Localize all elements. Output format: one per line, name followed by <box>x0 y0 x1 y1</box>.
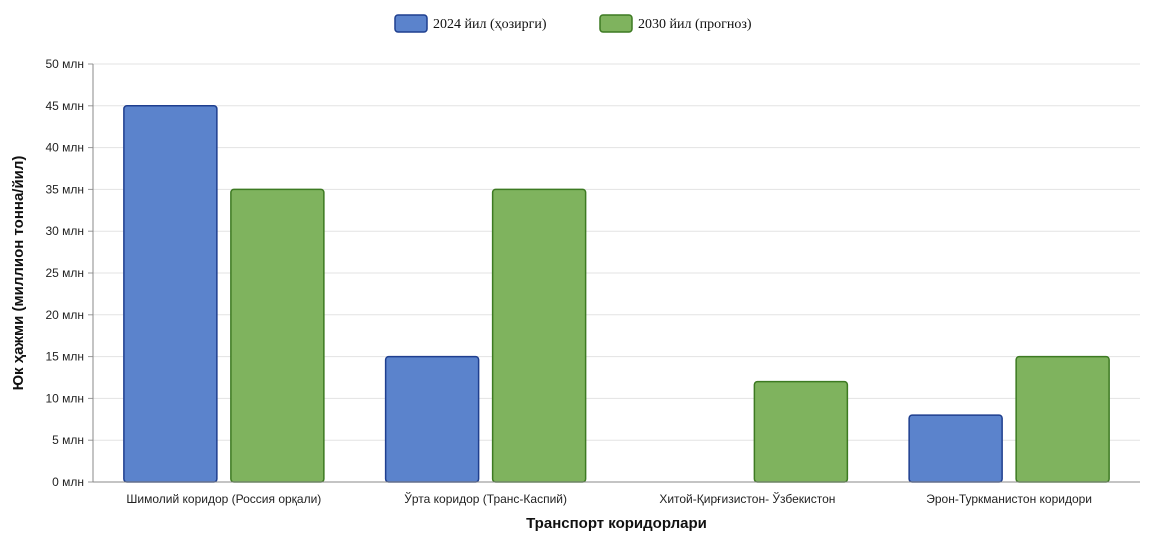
y-axis-title: Юк ҳажми (миллион тонна/йил) <box>10 156 27 391</box>
y-tick-label: 15 млн <box>45 350 84 364</box>
bar <box>123 105 218 483</box>
y-tick-label: 45 млн <box>45 99 84 113</box>
y-axis-ticks: 0 млн 5 млн 10 млн 15 млн 20 млн 25 млн 30 млн… <box>45 57 93 489</box>
y-tick-label: 10 млн <box>45 391 84 405</box>
bars <box>123 105 1110 483</box>
legend-label: 2030 йил (прогноз) <box>638 17 752 32</box>
x-category-label: Шимолий коридор (Россия орқали) <box>126 492 321 506</box>
bar <box>908 414 1003 483</box>
y-tick-label: 30 млн <box>45 224 84 238</box>
bar <box>491 188 587 483</box>
legend: 2024 йил (ҳозирги) 2030 йил (прогноз) <box>394 14 752 33</box>
y-tick-label: 40 млн <box>45 141 84 155</box>
y-tick-label: 0 млн <box>52 475 84 489</box>
x-category-label: Ўрта коридор (Транс-Каспий) <box>404 491 567 506</box>
y-tick-label: 50 млн <box>45 57 84 71</box>
legend-swatch <box>394 14 428 33</box>
legend-swatch <box>599 14 633 33</box>
bar <box>1015 355 1110 483</box>
bar <box>753 380 849 483</box>
x-axis-categories: Шимолий коридор (Россия орқали) Ўрта кори… <box>126 491 1092 506</box>
y-tick-label: 35 млн <box>45 182 84 196</box>
bar <box>230 188 325 483</box>
y-tick-label: 25 млн <box>45 266 84 280</box>
y-tick-label: 20 млн <box>45 308 84 322</box>
x-category-label: Хитой-Қирғизистон- Ўзбекистон <box>659 491 835 506</box>
x-axis-title: Транспорт коридорлари <box>526 515 707 532</box>
x-category-label: Эрон-Туркманистон коридори <box>926 492 1092 506</box>
y-tick-label: 5 млн <box>52 433 84 447</box>
bar <box>384 355 480 483</box>
legend-label: 2024 йил (ҳозирги) <box>433 17 547 32</box>
